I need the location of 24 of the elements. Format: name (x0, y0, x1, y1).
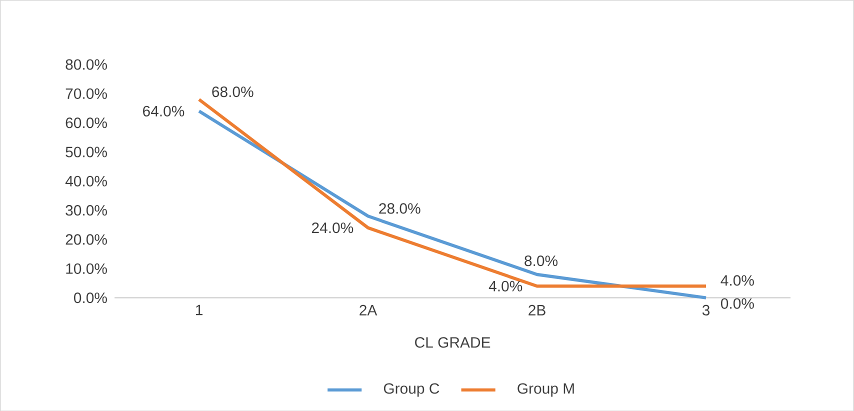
y-tick-label: 80.0% (66, 59, 107, 70)
data-label: 4.0% (720, 274, 754, 286)
data-label: 64.0% (143, 106, 184, 116)
data-label: 8.0% (524, 255, 558, 266)
y-tick-label: 10.0% (66, 263, 107, 274)
x-tick-label: 2B (528, 304, 546, 316)
x-tick-label: 2A (360, 304, 378, 316)
x-tick-label: 1 (196, 304, 202, 315)
y-tick-label: 30.0% (66, 204, 107, 216)
y-tick-label: 60.0% (66, 117, 107, 128)
data-label: 24.0% (312, 222, 354, 233)
y-tick-label: 20.0% (66, 234, 107, 245)
x-axis-title: CL GRADE (415, 336, 490, 348)
data-label: 28.0% (379, 202, 420, 214)
legend-label: Group M (518, 383, 574, 397)
legend-label: Group C (384, 383, 440, 397)
data-label: 68.0% (212, 86, 254, 97)
y-tick-label: 70.0% (66, 88, 107, 99)
x-tick-label: 3 (702, 304, 710, 316)
y-tick-label: 50.0% (66, 146, 107, 158)
y-tick-label: 40.0% (65, 176, 107, 186)
data-label: 0.0% (720, 298, 754, 309)
data-label: 4.0% (488, 280, 522, 292)
y-tick-label: 0.0% (74, 292, 107, 303)
